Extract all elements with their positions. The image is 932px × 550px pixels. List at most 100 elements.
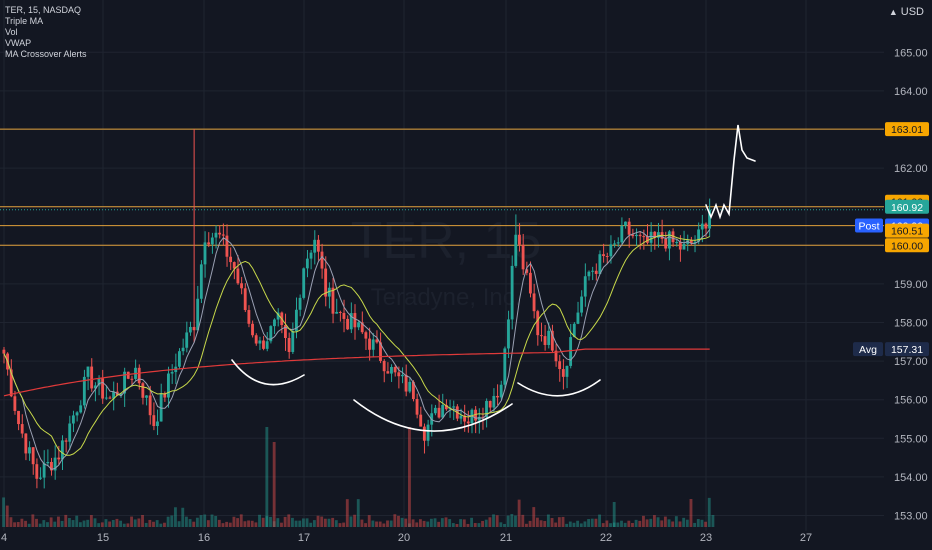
candle-body bbox=[518, 234, 521, 245]
candle-body bbox=[335, 311, 339, 314]
volume-bar bbox=[671, 521, 675, 527]
candle-body bbox=[525, 269, 529, 273]
volume-bar bbox=[517, 499, 521, 527]
candle-body bbox=[397, 372, 401, 377]
candle-body bbox=[232, 262, 236, 269]
candle-body bbox=[112, 391, 116, 399]
candle-body bbox=[291, 331, 295, 352]
volume-bar bbox=[104, 519, 108, 527]
volume-bar bbox=[349, 516, 353, 527]
volume-bar bbox=[587, 519, 591, 527]
volume-bar bbox=[122, 523, 126, 527]
indicator-vwap[interactable]: VWAP bbox=[5, 38, 32, 48]
price-tick-label: 157.00 bbox=[894, 356, 928, 368]
volume-bar bbox=[49, 517, 53, 527]
volume-bar bbox=[5, 505, 9, 527]
volume-bar bbox=[382, 523, 386, 527]
watermark-ticker: TER, 15 bbox=[351, 212, 542, 270]
time-tick-label: 22 bbox=[600, 532, 612, 544]
price-tag-prefix-box bbox=[855, 218, 883, 233]
indicator-triple-ma[interactable]: Triple MA bbox=[5, 16, 44, 26]
volume-bar bbox=[689, 499, 693, 527]
candle-body bbox=[236, 268, 240, 284]
volume-bar bbox=[276, 518, 280, 527]
horizontal-levels[interactable] bbox=[0, 128, 884, 246]
candle-body bbox=[20, 424, 24, 434]
volume-bar bbox=[674, 516, 678, 527]
volume-bar bbox=[455, 523, 459, 527]
candle-body bbox=[379, 342, 382, 361]
candle-body bbox=[689, 240, 693, 244]
volume-bar bbox=[583, 521, 587, 527]
volume-bar bbox=[682, 517, 686, 527]
time-axis[interactable]: 4 15 16 17 20 21 22 23 27 bbox=[1, 532, 812, 544]
candle-body bbox=[39, 477, 42, 479]
volume-bar bbox=[598, 514, 601, 527]
volume-bar bbox=[9, 517, 13, 527]
candle-body bbox=[71, 415, 75, 424]
volume-bar bbox=[119, 520, 123, 527]
candle-body bbox=[671, 231, 675, 243]
candle-body bbox=[419, 414, 423, 427]
currency-selector[interactable]: ▲ USD bbox=[889, 6, 924, 18]
candle-body bbox=[90, 366, 94, 389]
time-tick-label: 27 bbox=[800, 532, 812, 544]
indicator-vol[interactable]: Vol bbox=[5, 27, 18, 37]
volume-bar bbox=[261, 517, 265, 527]
candle-body bbox=[481, 416, 485, 418]
indicator-ma-crossover-alerts[interactable]: MA Crossover Alerts bbox=[5, 49, 87, 59]
candle-body bbox=[393, 366, 397, 373]
candle-body bbox=[678, 242, 682, 250]
price-tick-label: 164.00 bbox=[894, 86, 928, 98]
candle-body bbox=[368, 338, 371, 350]
volume-bar bbox=[550, 518, 554, 527]
volume-bar bbox=[203, 514, 207, 527]
volume-bar bbox=[16, 521, 20, 527]
candle-body bbox=[543, 336, 547, 345]
volume-bar bbox=[100, 522, 104, 527]
candle-body bbox=[163, 393, 167, 398]
candle-body bbox=[316, 239, 320, 252]
volume-bar bbox=[71, 520, 75, 527]
candle-body bbox=[214, 232, 218, 238]
candle-body bbox=[422, 426, 426, 441]
head-drawing bbox=[353, 399, 513, 432]
volume-bar bbox=[535, 517, 539, 527]
time-tick-label: 4 bbox=[1, 532, 7, 544]
candle-body bbox=[627, 221, 631, 235]
volume-bar bbox=[638, 520, 642, 527]
volume-bar bbox=[375, 521, 378, 527]
volume-bar bbox=[451, 523, 455, 527]
volume-bar bbox=[404, 518, 408, 527]
volume-bar bbox=[305, 518, 309, 527]
volume-bar bbox=[528, 520, 532, 527]
candle-body bbox=[346, 318, 350, 330]
candle-body bbox=[642, 236, 646, 238]
candle-body bbox=[357, 322, 360, 328]
volume-bar bbox=[386, 520, 389, 527]
chart-legend: TER, 15, NASDAQ Triple MA Vol VWAP MA Cr… bbox=[5, 5, 87, 60]
volume-spike bbox=[408, 427, 411, 527]
volume-bar bbox=[503, 523, 506, 527]
candle-body bbox=[35, 464, 39, 479]
symbol-watermark: TER, 15 Teradyne, Inc. bbox=[351, 212, 542, 311]
volume-bar bbox=[499, 522, 503, 527]
candle-body bbox=[262, 340, 265, 349]
volume-bar bbox=[217, 519, 221, 527]
candle-body bbox=[539, 335, 543, 337]
volume-bar bbox=[576, 520, 580, 527]
candle-body bbox=[167, 373, 170, 398]
volume-bar bbox=[495, 515, 499, 527]
user-drawings[interactable] bbox=[231, 124, 756, 432]
symbol-line[interactable]: TER, 15, NASDAQ bbox=[5, 5, 82, 15]
candle-body bbox=[550, 330, 554, 351]
candle-body bbox=[50, 461, 53, 471]
volume-bar bbox=[389, 520, 393, 527]
candle-body bbox=[31, 447, 35, 465]
candle-body bbox=[75, 412, 79, 416]
volume-bar bbox=[594, 518, 598, 527]
price-tag-avg bbox=[885, 342, 929, 357]
candle-body bbox=[616, 242, 620, 244]
candle-body bbox=[386, 371, 390, 374]
